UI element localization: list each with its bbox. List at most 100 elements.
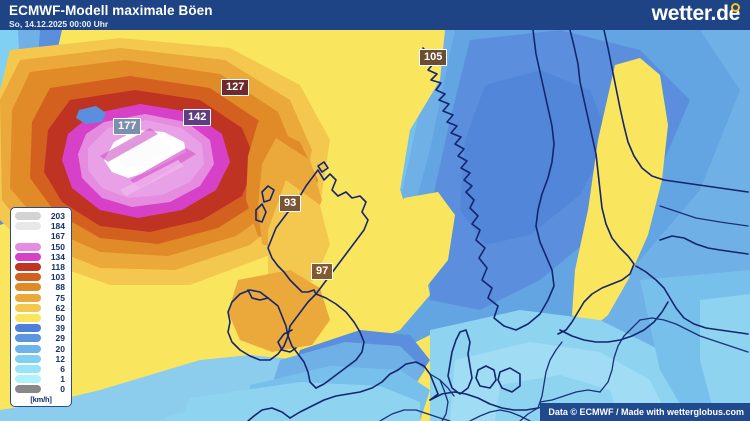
marker-93[interactable]: 93 (279, 195, 302, 212)
header-bar: ECMWF-Modell maximale Böen So, 14.12.202… (0, 0, 750, 30)
legend-value: 39 (55, 323, 65, 334)
coast-scotland (299, 169, 369, 295)
marker-97[interactable]: 97 (311, 263, 334, 280)
legend-row: 62 (14, 303, 68, 313)
legend-swatch (15, 354, 41, 363)
border-ee-lv (659, 205, 749, 227)
legend-value: 75 (55, 292, 65, 303)
contour-band-12-east (700, 294, 750, 421)
coast-baltic-states (659, 235, 749, 255)
legend-row: 50 (14, 313, 68, 323)
legend-value: 29 (55, 333, 65, 344)
map-svg (0, 30, 750, 421)
coast-orkney (317, 161, 329, 173)
legend-row: 0 (14, 384, 68, 394)
coast-wales (277, 329, 297, 353)
legend-value: 150 (50, 241, 65, 252)
legend-unit: [km/h] (30, 395, 52, 405)
coast-denmark-islands (475, 365, 497, 389)
coast-scotland-west (267, 195, 317, 295)
border-de-pl (537, 341, 563, 409)
contour-band-12-biscay (160, 402, 300, 421)
legend-value: 134 (50, 251, 65, 262)
legend-swatch (15, 385, 41, 394)
legend-row: 29 (14, 333, 68, 343)
legend-swatch (15, 334, 41, 343)
coast-england-west (287, 293, 317, 389)
legend-swatch (15, 242, 41, 251)
marker-127[interactable]: 127 (221, 79, 250, 96)
legend-row: 103 (14, 272, 68, 282)
border-by (639, 317, 749, 353)
page-subtitle: So, 14.12.2025 00:00 Uhr (9, 19, 109, 29)
marker-142[interactable]: 142 (183, 109, 212, 126)
legend-value: 50 (55, 312, 65, 323)
coast-finland (603, 30, 749, 193)
legend-value: 103 (50, 272, 65, 283)
marker-105[interactable]: 105 (419, 49, 448, 66)
brand-logo[interactable]: wetter.de (651, 2, 741, 25)
coastlines-group (227, 30, 749, 421)
legend-row: 134 (14, 252, 68, 262)
legend-row: 6 (14, 364, 68, 374)
legend-swatch (15, 283, 41, 292)
border-de-fr (439, 379, 449, 421)
border-fr-es (379, 409, 451, 421)
coast-germany-north (429, 391, 539, 411)
legend-row: 118 (14, 262, 68, 272)
legend-value: 6 (60, 363, 65, 374)
coast-denmark-zealand (497, 367, 521, 393)
legend-swatch (15, 222, 41, 231)
legend-swatch (15, 375, 41, 384)
coast-scotland-isles (261, 185, 275, 203)
legend-row: 167 (14, 231, 68, 241)
weather-map-canvas[interactable]: 177 142 127 105 93 97 (0, 30, 750, 421)
border-pl-cz (539, 389, 601, 403)
coast-netherlands (397, 361, 439, 401)
legend-row: 39 (14, 323, 68, 333)
legend-row: 88 (14, 282, 68, 292)
legend-row: 75 (14, 293, 68, 303)
coast-norway-west (422, 47, 505, 327)
legend-swatch (15, 263, 41, 272)
coast-sweden-east (557, 30, 635, 335)
legend-swatch (15, 324, 41, 333)
contour-band-50-gotland (594, 215, 640, 278)
legend-swatch (15, 293, 41, 302)
border-de-nl (429, 373, 455, 397)
coast-baltic-coast (635, 265, 749, 335)
contour-streak-2 (120, 160, 184, 196)
country-borders (379, 205, 749, 421)
coast-hebrides (255, 203, 267, 223)
legend-swatch (15, 364, 41, 373)
border-alps (469, 409, 531, 421)
legend-swatch (15, 232, 41, 240)
legend-swatch (15, 252, 41, 261)
attribution-footer: Data © ECMWF / Made with wetterglobus.co… (540, 403, 750, 421)
legend-row: 184 (14, 221, 68, 231)
legend-row: 20 (14, 343, 68, 354)
legend-value: 184 (50, 221, 65, 232)
legend-value: 62 (55, 302, 65, 313)
coast-denmark (447, 329, 473, 395)
legend-panel: 203 184 167 150 134 118 103 88 (10, 207, 72, 408)
legend-value: 203 (50, 211, 65, 222)
legend-value: 88 (55, 282, 65, 293)
coast-ireland (227, 289, 289, 361)
legend-value: 0 (60, 384, 65, 395)
coast-france-north (289, 369, 399, 419)
contour-streak-3 (100, 128, 158, 162)
ring-icon (731, 3, 740, 12)
border-pl-east (599, 319, 641, 393)
legend-row: 150 (14, 242, 68, 252)
legend-value: 12 (55, 353, 65, 364)
legend-swatch (15, 344, 41, 353)
legend-value: 1 (60, 374, 65, 385)
legend-value: 20 (55, 343, 65, 354)
legend-row: 1 (14, 374, 68, 384)
coast-brittany (247, 407, 291, 421)
marker-177[interactable]: 177 (113, 118, 142, 135)
contour-band-39b (460, 70, 610, 245)
legend-row: 203 (14, 211, 68, 221)
